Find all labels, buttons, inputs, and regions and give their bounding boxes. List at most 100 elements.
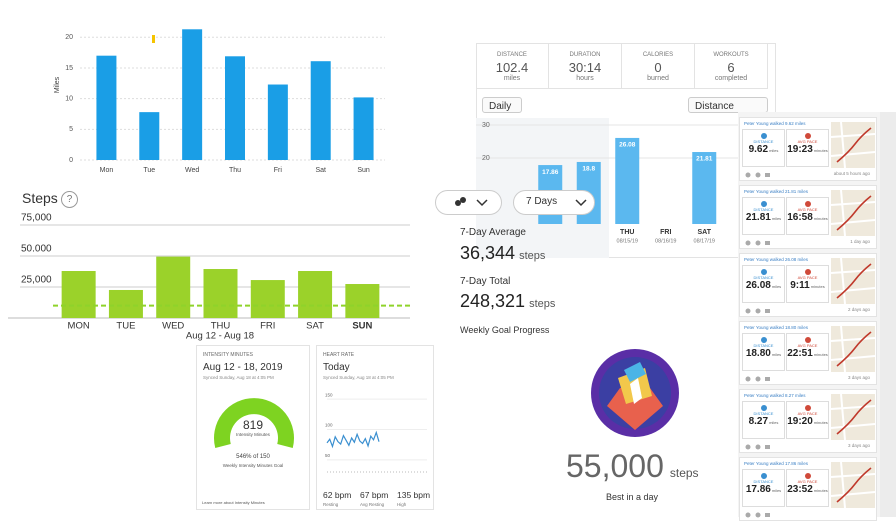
- bar: [96, 55, 117, 160]
- feed-card[interactable]: Peter Young walked 21.81 miles DISTANCE 21…: [739, 185, 877, 249]
- y-tick-label: 15: [65, 65, 73, 72]
- feed-title: Peter Young walked 18.80 miles: [744, 325, 809, 330]
- metric-number: 9.62: [748, 144, 769, 155]
- unit: steps: [529, 298, 556, 310]
- feed-title: Peter Young walked 17.86 miles: [744, 461, 809, 466]
- bar: [203, 269, 238, 318]
- distance-chart: 20 30 17.86 18.8 26.08 THU 08/15/19 FRI 08/16/19…: [476, 118, 738, 258]
- card-synced: Synced Sunday, Aug 18 at 4:05 PM: [323, 375, 394, 380]
- average: 36,344 steps: [460, 243, 545, 264]
- hr-value: 62 bpm: [323, 490, 352, 500]
- average-value: 36,344: [460, 243, 516, 263]
- bar: [250, 280, 285, 318]
- bar: [353, 97, 374, 160]
- date-range: Aug 12 - Aug 18: [186, 331, 254, 342]
- metric-number: 8.27: [748, 416, 769, 427]
- x-date-label: 08/17/19: [694, 238, 715, 244]
- metric-box: AVG PACE 23:52minutes: [786, 469, 829, 507]
- metric-box: AVG PACE 19:23minutes: [786, 129, 829, 167]
- metric-label: AVG PACE: [797, 207, 818, 212]
- metric-value: 21.81miles: [743, 212, 784, 223]
- card-date: Aug 12 - 18, 2019: [203, 362, 283, 373]
- metric-box: DISTANCE 21.81miles: [742, 197, 785, 235]
- progress: 546% of 150: [236, 454, 270, 460]
- bar: [156, 256, 191, 318]
- metric-number: 9:11: [790, 280, 810, 291]
- metric-icon: [760, 133, 767, 139]
- metric-value: 19:20minutes: [787, 416, 828, 427]
- gauge-value: 819: [242, 418, 264, 432]
- metric-number: 22:51: [787, 348, 813, 359]
- metric-box: AVG PACE 16:58minutes: [786, 197, 829, 235]
- route-map: [831, 394, 875, 440]
- y-tick-label: 10: [65, 95, 73, 102]
- feed-time: 1 day ago: [850, 239, 870, 244]
- route-map: [831, 122, 875, 168]
- y-tick-label: 150: [325, 392, 333, 397]
- feed-card[interactable]: Peter Young walked 17.86 miles DISTANCE 17…: [739, 457, 877, 521]
- value-label: 18.8: [582, 166, 595, 173]
- metric-value: 8.27miles: [743, 416, 784, 427]
- stat-cell: DISTANCE 102.4 miles: [476, 43, 549, 89]
- period-select[interactable]: Daily: [482, 97, 522, 113]
- metric-unit: minutes: [810, 284, 825, 289]
- metric-label: AVG PACE: [797, 479, 818, 484]
- y-tick-label: 100: [325, 423, 333, 428]
- unit: steps: [669, 466, 699, 480]
- x-tick-label: MON: [68, 321, 90, 332]
- goal-label: Weekly Intensity Minutes Goal: [222, 463, 284, 468]
- metric-label: AVG PACE: [797, 411, 818, 416]
- y-tick-label: 5: [69, 126, 73, 133]
- stat-cell: DURATION 30:14 hours: [549, 43, 622, 89]
- heart-line: [326, 430, 380, 449]
- feed-card[interactable]: Peter Young walked 26.08 miles DISTANCE 26…: [739, 253, 877, 317]
- y-tick-label: 20: [482, 155, 490, 162]
- x-tick-label: Sat: [315, 167, 326, 174]
- bar: [615, 137, 640, 224]
- gauge-label: Intensity Minutes: [236, 432, 270, 437]
- stat-cell: WORKOUTS 6 completed: [695, 43, 768, 89]
- metric-unit: minutes: [813, 148, 828, 153]
- goal-label: Weekly Goal Progress: [460, 325, 550, 335]
- metric-unit: miles: [769, 148, 779, 153]
- metric-icon: [804, 473, 811, 479]
- feed-card[interactable]: Peter Young walked 18.80 miles DISTANCE 18…: [739, 321, 877, 385]
- range-select[interactable]: 7 Days: [513, 190, 595, 215]
- route-map: [831, 462, 875, 508]
- stat-unit: completed: [714, 75, 748, 82]
- badge: [591, 349, 679, 437]
- x-tick-label: Wed: [185, 167, 199, 174]
- metric-icon: [760, 201, 767, 207]
- bar: [692, 152, 717, 224]
- feed-card[interactable]: Peter Young walked 8.27 miles DISTANCE 8.2…: [739, 389, 877, 453]
- learn-link[interactable]: Learn more about Intensity Minutes: [202, 500, 265, 505]
- metric-box: DISTANCE 9.62miles: [742, 129, 785, 167]
- metric-box: AVG PACE 19:20minutes: [786, 401, 829, 439]
- metric-icon: [760, 337, 767, 343]
- activity-select[interactable]: [435, 190, 502, 215]
- metric-value: 22:51minutes: [787, 348, 828, 359]
- metric-number: 19:23: [787, 144, 813, 155]
- metric-unit: miles: [771, 284, 782, 289]
- metric-select[interactable]: Distance: [688, 97, 768, 113]
- stat-unit: hours: [576, 75, 594, 82]
- help-button[interactable]: ?: [61, 191, 78, 208]
- feed-title: Peter Young walked 8.27 miles: [744, 393, 806, 398]
- stat-unit: miles: [503, 75, 521, 82]
- metric-number: 21.81: [745, 212, 771, 223]
- bar: [182, 29, 203, 160]
- value-label: 21.81: [696, 156, 713, 163]
- action-icons: [745, 512, 770, 518]
- best-label: Best in a day: [606, 492, 659, 502]
- range-select-label: 7 Days: [526, 196, 558, 207]
- action-icons: [745, 308, 770, 314]
- y-tick-label: 20: [65, 34, 73, 41]
- miles-chart: Miles 0 5 10 15 20 Mon Tue Wed Thu Fri Sat Sun: [54, 29, 385, 174]
- bar: [61, 271, 96, 318]
- metric-value: 26.08miles: [743, 280, 784, 291]
- feed-card[interactable]: Peter Young walked 9.62 miles DISTANCE 9.6…: [739, 117, 877, 181]
- metric-number: 17.86: [745, 484, 771, 495]
- metric-label: AVG PACE: [797, 343, 818, 348]
